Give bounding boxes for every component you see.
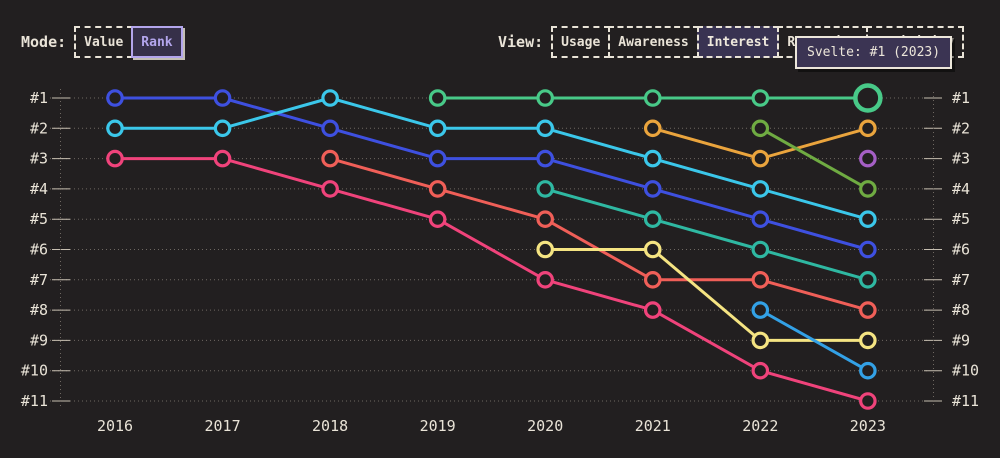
series-line-skyblue[interactable] (758, 308, 870, 373)
data-point-teal-2020[interactable] (536, 180, 554, 198)
data-point-blue-2016[interactable] (106, 89, 124, 107)
data-point-teal-2022[interactable] (751, 240, 770, 259)
rank-label-left: #9 (30, 331, 48, 349)
data-point-pink-2021[interactable] (643, 301, 662, 319)
series-line-blue[interactable] (113, 96, 870, 251)
rank-label-left: #1 (30, 89, 48, 107)
data-point-salmon-2021[interactable] (643, 270, 662, 289)
year-label: 2017 (204, 417, 240, 435)
data-point-blue-2020[interactable] (536, 149, 554, 168)
series-line-salmon[interactable] (328, 157, 870, 312)
tooltip-text: Svelte: #1 (2023) (807, 45, 941, 60)
rank-label-left: #6 (30, 241, 48, 259)
rank-label-right: #1 (952, 89, 970, 107)
data-point-blue-2017[interactable] (213, 89, 232, 107)
year-label: 2021 (635, 417, 671, 435)
data-point-cyan-2016[interactable] (106, 119, 124, 138)
data-point-olive-2022[interactable] (751, 119, 770, 138)
year-label: 2018 (312, 417, 348, 435)
rank-label-right: #8 (952, 301, 970, 319)
data-point-pink-2020[interactable] (536, 270, 554, 289)
rank-label-left: #4 (30, 180, 48, 198)
data-point-salmon-2020[interactable] (536, 210, 554, 228)
data-point-orange-2022[interactable] (751, 149, 770, 168)
data-point-green-2019[interactable] (428, 89, 447, 107)
data-point-yellow-2020[interactable] (536, 240, 554, 259)
rank-label-right: #6 (952, 241, 970, 259)
data-point-salmon-2022[interactable] (751, 270, 770, 289)
year-label: 2020 (527, 417, 563, 435)
highlighted-data-point-green-2023[interactable] (853, 83, 883, 113)
data-point-cyan-2023[interactable] (859, 210, 877, 228)
data-point-blue-2019[interactable] (428, 149, 447, 168)
data-point-blue-2018[interactable] (321, 119, 339, 138)
data-point-olive-2023[interactable] (859, 180, 877, 198)
data-point-pink-2016[interactable] (106, 149, 124, 168)
rank-label-right: #10 (952, 362, 979, 380)
data-point-salmon-2019[interactable] (428, 180, 447, 198)
data-point-cyan-2018[interactable] (321, 89, 339, 107)
data-point-orange-2021[interactable] (643, 119, 662, 138)
data-point-orange-2023[interactable] (859, 119, 877, 138)
year-label: 2023 (850, 417, 886, 435)
data-point-blue-2023[interactable] (859, 240, 877, 259)
data-point-yellow-2022[interactable] (751, 331, 770, 350)
data-point-green-2020[interactable] (536, 89, 554, 107)
data-point-blue-2022[interactable] (751, 210, 770, 228)
data-point-pink-2023[interactable] (859, 392, 877, 410)
rank-label-left: #2 (30, 119, 48, 137)
data-point-salmon-2023[interactable] (859, 301, 877, 319)
rank-label-left: #3 (30, 150, 48, 168)
rank-label-left: #5 (30, 210, 48, 228)
year-label: 2022 (742, 417, 778, 435)
data-point-pink-2019[interactable] (428, 210, 447, 228)
data-point-pink-2022[interactable] (751, 361, 770, 380)
series-line-pink[interactable] (113, 157, 870, 403)
data-point-green-2022[interactable] (751, 89, 770, 107)
rank-label-right: #5 (952, 210, 970, 228)
rank-label-left: #10 (21, 362, 48, 380)
series-line-teal[interactable] (543, 187, 870, 282)
rank-label-left: #11 (21, 392, 48, 410)
year-label: 2016 (97, 417, 133, 435)
data-point-cyan-2020[interactable] (536, 119, 554, 138)
rank-label-right: #7 (952, 271, 970, 289)
data-point-cyan-2017[interactable] (213, 119, 232, 138)
series-line-olive[interactable] (758, 126, 870, 191)
data-point-skyblue-2023[interactable] (859, 361, 877, 380)
data-point-cyan-2019[interactable] (428, 119, 447, 138)
rank-label-left: #7 (30, 271, 48, 289)
rank-label-left: #8 (30, 301, 48, 319)
data-point-skyblue-2022[interactable] (751, 301, 770, 319)
data-point-pink-2017[interactable] (213, 149, 232, 168)
data-point-yellow-2021[interactable] (643, 240, 662, 259)
data-point-cyan-2021[interactable] (643, 149, 662, 168)
data-point-green-2021[interactable] (643, 89, 662, 107)
series-line-cyan[interactable] (113, 96, 870, 221)
data-point-teal-2021[interactable] (643, 210, 662, 228)
year-label: 2019 (420, 417, 456, 435)
data-point-yellow-2023[interactable] (859, 331, 877, 350)
hover-tooltip: Svelte: #1 (2023) (795, 36, 953, 69)
data-point-teal-2023[interactable] (859, 270, 877, 289)
rank-label-right: #2 (952, 119, 970, 137)
data-point-salmon-2018[interactable] (321, 149, 339, 168)
rank-label-right: #3 (952, 150, 970, 168)
rank-label-right: #11 (952, 392, 979, 410)
mode-label: Mode: (21, 33, 67, 51)
rank-label-right: #4 (952, 180, 970, 198)
mode-option-rank[interactable]: Rank (131, 26, 183, 58)
view-label: View: (498, 33, 544, 51)
mode-toggle-group: Mode: Value Rank (21, 26, 183, 58)
mode-buttons: Value Rank (74, 26, 183, 58)
data-point-blue-2021[interactable] (643, 180, 662, 198)
rank-label-right: #9 (952, 331, 970, 349)
data-point-cyan-2022[interactable] (751, 180, 770, 198)
data-point-pink-2018[interactable] (321, 180, 339, 198)
data-point-purple-2023[interactable] (859, 149, 877, 168)
